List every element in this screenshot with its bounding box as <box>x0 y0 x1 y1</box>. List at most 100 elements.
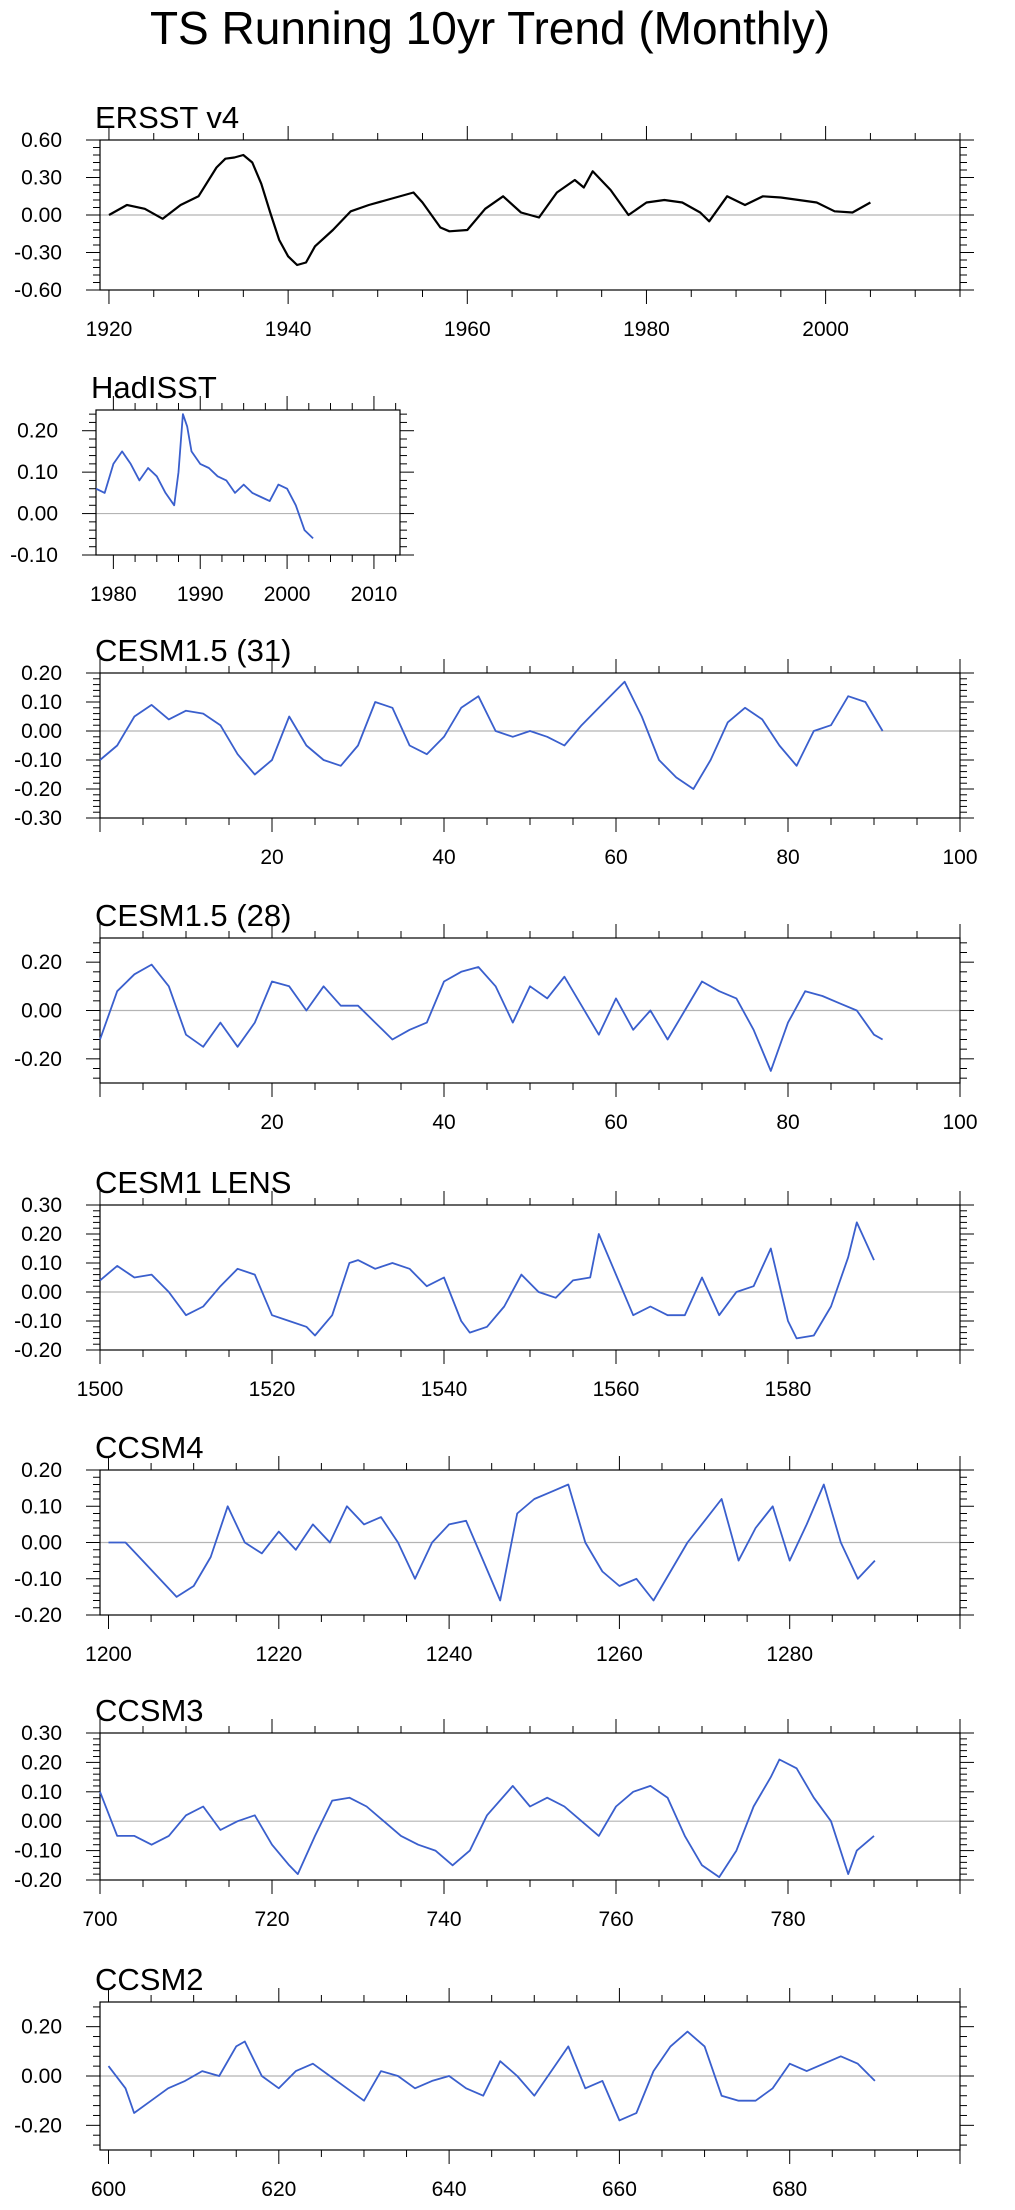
x-tick-label: 620 <box>261 2178 296 2201</box>
y-tick-label: 0.20 <box>21 2016 62 2039</box>
y-tick-label: 0.10 <box>21 691 62 714</box>
series-line <box>107 2030 876 2122</box>
y-tick-label: 0.30 <box>21 167 62 190</box>
panel-title: CESM1.5 (31) <box>95 633 291 668</box>
x-tick-label: 60 <box>604 1111 627 1134</box>
x-tick-label: 1980 <box>90 583 137 606</box>
panel-title: CESM1.5 (28) <box>95 898 291 933</box>
y-tick-label: -0.20 <box>14 1339 62 1362</box>
x-tick-label: 1560 <box>593 1378 640 1401</box>
x-tick-label: 1240 <box>426 1643 473 1666</box>
series-line <box>99 680 884 790</box>
y-tick-label: -0.20 <box>14 1048 62 1071</box>
panel-8: CCSM2 600 620 640 660 680 -0.20 0.00 0.20 <box>14 1962 974 2201</box>
y-tick-label: -0.20 <box>14 1869 62 1892</box>
panels: ERSST v4 1920 1940 1960 1980 2000 -0.60 -0.30 0.… <box>10 100 977 2201</box>
plot-frame <box>99 672 961 819</box>
y-tick-label: -0.30 <box>14 242 62 265</box>
x-tick-label: 80 <box>776 846 799 869</box>
panel-title: CESM1 LENS <box>95 1165 291 1200</box>
x-tick-label: 780 <box>770 1908 805 1931</box>
y-tick-label: 0.20 <box>17 420 58 443</box>
y-tick-label: 0.00 <box>17 503 58 526</box>
y-tick-label: -0.20 <box>14 1604 62 1627</box>
plot-frame <box>95 409 401 556</box>
y-tick-label: 0.20 <box>21 951 62 974</box>
x-tick-label: 1540 <box>421 1378 468 1401</box>
y-tick-label: 0.30 <box>21 1194 62 1217</box>
x-tick-label: 660 <box>602 2178 637 2201</box>
y-tick-label: -0.10 <box>14 1568 62 1591</box>
panel-6: CCSM4 1200 1220 1240 1260 1280 -0.20 -0.10 0.00 0… <box>14 1430 974 1666</box>
y-tick-label: -0.20 <box>14 2114 62 2137</box>
x-tick-label: 20 <box>260 1111 283 1134</box>
x-tick-label: 100 <box>942 846 977 869</box>
y-tick-label: 0.20 <box>21 1223 62 1246</box>
y-tick-label: -0.20 <box>14 778 62 801</box>
y-tick-label: 0.20 <box>21 1751 62 1774</box>
panel-title: CCSM4 <box>95 1430 204 1465</box>
x-tick-label: 680 <box>772 2178 807 2201</box>
panel-7: CCSM3 700 720 740 760 780 -0.20 -0.10 0.00 0.10 0.… <box>14 1693 974 1931</box>
x-tick-label: 1280 <box>766 1643 813 1666</box>
panel-3: CESM1.5 (31) 20 40 60 80 100 -0.30 -0.20 -0.10 0.… <box>14 633 977 869</box>
panel-4: CESM1.5 (28) 20 40 60 80 100 -0.20 0.00 0.20 <box>14 898 977 1134</box>
y-tick-label: -0.60 <box>14 279 62 302</box>
x-tick-label: 2000 <box>802 318 849 341</box>
y-tick-label: -0.10 <box>14 749 62 772</box>
panel-title: ERSST v4 <box>95 100 239 135</box>
y-tick-label: 0.00 <box>21 1000 62 1023</box>
x-tick-label: 1920 <box>86 318 133 341</box>
x-tick-label: 1200 <box>85 1643 132 1666</box>
y-tick-label: 0.00 <box>21 1810 62 1833</box>
x-tick-label: 40 <box>432 846 455 869</box>
series-line <box>99 1758 875 1878</box>
series-line <box>99 963 884 1072</box>
x-tick-label: 20 <box>260 846 283 869</box>
series-line <box>108 1483 876 1602</box>
panel-5: CESM1 LENS 1500 1520 1540 1560 1580 -0.20 -0.10… <box>14 1165 974 1401</box>
panel-2: HadISST 1980 1990 2000 2010 -0.10 0.00 0.10 0.20 <box>10 370 414 606</box>
x-tick-label: 1520 <box>249 1378 296 1401</box>
y-tick-label: 0.20 <box>21 1459 62 1482</box>
series-line <box>108 153 871 267</box>
y-tick-label: 0.00 <box>21 1532 62 1555</box>
x-tick-label: 1990 <box>177 583 224 606</box>
x-tick-label: 100 <box>942 1111 977 1134</box>
y-tick-label: 0.10 <box>21 1781 62 1804</box>
x-tick-label: 80 <box>776 1111 799 1134</box>
panel-title: HadISST <box>91 370 217 405</box>
series-line <box>95 413 314 540</box>
x-tick-label: 1580 <box>765 1378 812 1401</box>
x-tick-label: 1260 <box>596 1643 643 1666</box>
y-tick-label: -0.10 <box>14 1840 62 1863</box>
x-tick-label: 700 <box>82 1908 117 1931</box>
figure-title: TS Running 10yr Trend (Monthly) <box>150 2 830 54</box>
y-tick-label: -0.10 <box>10 544 58 567</box>
x-tick-label: 60 <box>604 846 627 869</box>
x-tick-label: 1220 <box>255 1643 302 1666</box>
y-tick-label: 0.30 <box>21 1722 62 1745</box>
x-tick-label: 640 <box>432 2178 467 2201</box>
x-tick-label: 600 <box>91 2178 126 2201</box>
y-tick-label: 0.10 <box>21 1252 62 1275</box>
x-tick-label: 40 <box>432 1111 455 1134</box>
x-tick-label: 1960 <box>444 318 491 341</box>
x-tick-label: 1940 <box>265 318 312 341</box>
y-tick-label: 0.00 <box>21 1281 62 1304</box>
y-tick-label: 0.00 <box>21 204 62 227</box>
x-tick-label: 760 <box>598 1908 633 1931</box>
x-tick-label: 2000 <box>264 583 311 606</box>
y-tick-label: 0.00 <box>21 2065 62 2088</box>
x-tick-label: 740 <box>426 1908 461 1931</box>
y-tick-label: -0.30 <box>14 807 62 830</box>
x-tick-label: 1500 <box>77 1378 124 1401</box>
y-tick-label: 0.00 <box>21 720 62 743</box>
panel-title: CCSM3 <box>95 1693 204 1728</box>
y-tick-label: 0.10 <box>17 461 58 484</box>
x-tick-label: 720 <box>254 1908 289 1931</box>
series-line <box>99 1221 875 1340</box>
panel-1: ERSST v4 1920 1940 1960 1980 2000 -0.60 -0.30 0.… <box>14 100 974 341</box>
y-tick-label: 0.20 <box>21 662 62 685</box>
